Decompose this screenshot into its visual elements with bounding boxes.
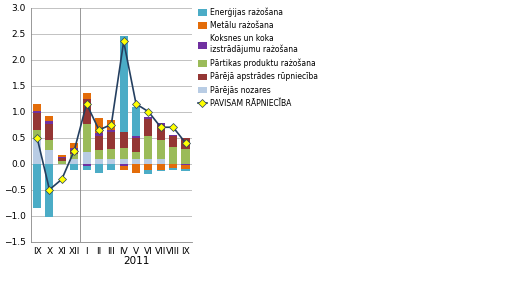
Bar — [107, 133, 116, 149]
Bar — [107, 149, 116, 160]
Bar — [157, 125, 165, 140]
Bar — [169, 135, 177, 147]
Bar — [107, 160, 116, 164]
Bar — [107, 120, 116, 130]
Bar — [82, 93, 91, 99]
Bar — [82, 152, 91, 164]
Bar — [157, 123, 165, 125]
Bar — [157, 160, 165, 164]
Bar — [33, 164, 41, 208]
Bar — [107, 164, 116, 170]
Bar — [58, 155, 66, 157]
Bar — [144, 160, 152, 164]
Bar — [120, 160, 128, 164]
Bar — [46, 116, 54, 121]
Bar — [95, 136, 103, 150]
Bar — [132, 138, 140, 152]
Bar — [144, 119, 152, 136]
Bar — [182, 164, 190, 165]
Bar — [132, 164, 140, 173]
Bar — [70, 143, 78, 148]
Text: 2011: 2011 — [123, 256, 149, 266]
Bar — [157, 164, 165, 170]
Bar — [169, 164, 177, 168]
Bar — [107, 130, 116, 133]
Bar — [46, 121, 54, 124]
Bar — [70, 148, 78, 150]
Bar — [33, 104, 41, 110]
Bar — [58, 158, 66, 161]
Bar — [169, 168, 177, 170]
Bar — [58, 161, 66, 164]
Bar — [46, 124, 54, 140]
Bar — [120, 36, 128, 133]
Bar — [132, 107, 140, 135]
Bar — [182, 165, 190, 169]
Bar — [70, 154, 78, 159]
Bar — [33, 110, 41, 113]
Bar — [182, 138, 190, 149]
Bar — [169, 147, 177, 164]
Bar — [95, 160, 103, 164]
Bar — [157, 170, 165, 171]
Bar — [157, 140, 165, 160]
Bar — [120, 164, 128, 166]
Bar — [70, 150, 78, 154]
Bar — [95, 150, 103, 160]
Bar — [82, 124, 91, 152]
Bar — [82, 166, 91, 171]
Bar — [33, 130, 41, 139]
Bar — [46, 140, 54, 150]
Bar — [120, 148, 128, 160]
Bar — [120, 166, 128, 170]
Bar — [46, 164, 54, 217]
Bar — [132, 135, 140, 138]
Bar — [33, 139, 41, 164]
Bar — [82, 164, 91, 166]
Bar — [46, 150, 54, 164]
Bar — [132, 160, 140, 164]
Bar — [33, 113, 41, 130]
Bar — [120, 133, 128, 148]
Bar — [144, 170, 152, 174]
Bar — [95, 164, 103, 173]
Bar — [95, 133, 103, 136]
Legend: Enerģijas rażošana, Metālu rażošana, Koksnes un koka
izstrādājumu rażošana, Pārt: Enerģijas rażošana, Metālu rażošana, Kok… — [197, 7, 319, 108]
Bar — [132, 152, 140, 160]
Bar — [70, 164, 78, 170]
Bar — [144, 117, 152, 119]
Bar — [95, 118, 103, 133]
Bar — [144, 164, 152, 170]
Bar — [58, 157, 66, 158]
Bar — [82, 99, 91, 124]
Bar — [70, 159, 78, 164]
Bar — [182, 149, 190, 164]
Bar — [182, 169, 190, 171]
Bar — [144, 136, 152, 160]
